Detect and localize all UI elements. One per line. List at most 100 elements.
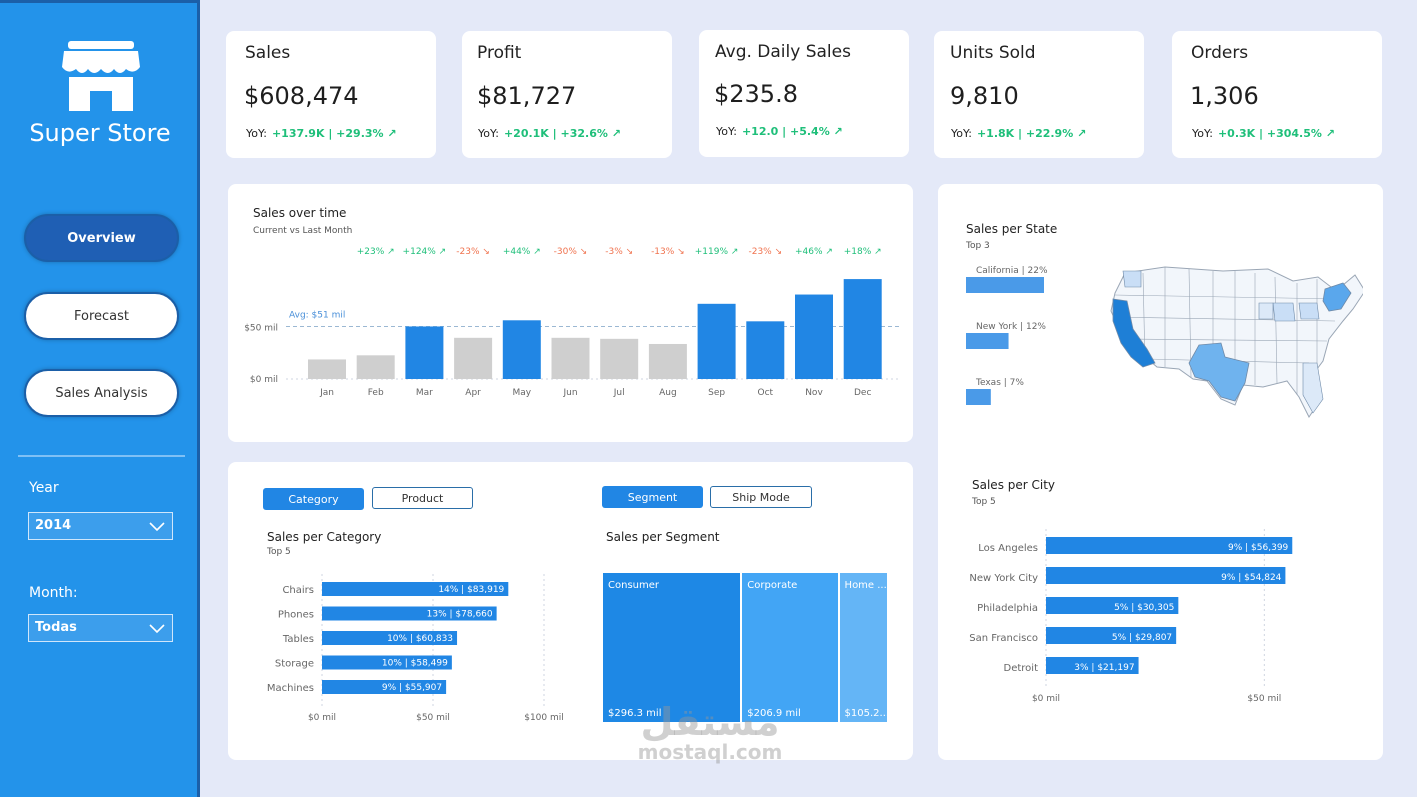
kpi-value: 9,810 (950, 82, 1019, 110)
sidebar: Super Store Overview Forecast Sales Anal… (0, 0, 200, 797)
yoy-label: YoY: (1192, 127, 1213, 140)
bar (322, 655, 452, 670)
watermark: مستقل mostaql.com (620, 700, 800, 790)
change-label: +23% ↗ (357, 247, 395, 257)
bar-value-label: 9% | $56,399 (1228, 543, 1289, 553)
month-filter-label: Month: (29, 585, 78, 601)
sales-per-category-chart: $0 mil $50 mil $100 mil Chairs 14% | $83,919… (267, 574, 564, 723)
category-label: New York City (969, 573, 1038, 584)
category-label: Detroit (1004, 663, 1039, 674)
x-tick-label: $50 mil (416, 713, 450, 723)
change-label: -13% ↘ (651, 247, 685, 257)
kpi-title: Orders (1191, 43, 1249, 63)
sales-per-state-chart: California | 22% New York | 12% Texas | 7% (966, 266, 1048, 405)
category-label: San Francisco (969, 633, 1038, 644)
change-label: -3% ↘ (605, 247, 633, 257)
kpi-yoy: YoY: +1.8K | +22.9% ↗ (951, 127, 1086, 140)
change-label: +44% ↗ (503, 247, 541, 257)
average-label: Avg: $51 mil (289, 310, 345, 320)
kpi-title: Sales (245, 43, 291, 63)
state-bar (966, 333, 1009, 349)
category-label: Tables (282, 634, 314, 645)
bar (648, 343, 687, 379)
x-tick-label: Jun (562, 388, 577, 398)
panel-title: Sales over time (253, 206, 347, 220)
bar (308, 359, 346, 379)
bar (1046, 657, 1139, 674)
bar (322, 680, 447, 694)
x-tick-label: Oct (758, 388, 774, 398)
kpi-card-orders: Orders 1,306 YoY: +0.3K | +304.5% ↗ (1172, 31, 1382, 158)
state-label: New York | 12% (976, 322, 1046, 332)
bar (454, 337, 493, 379)
bar-value-label: 3% | $21,197 (1074, 663, 1134, 673)
bar (405, 326, 444, 379)
chevron-down-icon (149, 522, 165, 532)
yoy-delta: +20.1K | +32.6% ↗ (503, 127, 621, 140)
product-toggle[interactable]: Product (372, 487, 473, 509)
bar (600, 338, 639, 379)
yoy-delta: +1.8K | +22.9% ↗ (976, 127, 1087, 140)
usa-map (1110, 266, 1363, 418)
kpi-title: Profit (477, 43, 522, 63)
bar (502, 320, 541, 379)
x-tick-label: Nov (805, 388, 823, 398)
kpi-value: $235.8 (714, 80, 798, 108)
change-label: -23% ↘ (456, 247, 490, 257)
kpi-card-units-sold: Units Sold 9,810 YoY: +1.8K | +22.9% ↗ (934, 31, 1144, 158)
treemap-cell: Corporate $206.9 mil (742, 573, 838, 722)
nav-forecast-button[interactable]: Forecast (24, 292, 179, 340)
kpi-card-sales: Sales $608,474 YoY: +137.9K | +29.3% ↗ (226, 31, 436, 158)
year-select[interactable]: 2014 (28, 512, 173, 540)
x-tick-label: Sep (708, 388, 725, 398)
sidebar-divider (18, 455, 185, 457)
category-label: Machines (267, 683, 314, 694)
bar-value-label: 5% | $30,305 (1114, 603, 1174, 613)
nav-sales-analysis-button[interactable]: Sales Analysis (24, 369, 179, 417)
bar (322, 631, 458, 645)
treemap-cell-value: $105.2... (844, 708, 887, 719)
kpi-title: Avg. Daily Sales (715, 42, 851, 62)
yoy-label: YoY: (478, 127, 499, 140)
kpi-yoy: YoY: +12.0 | +5.4% ↗ (716, 125, 843, 138)
bar (551, 337, 590, 379)
month-select-value: Todas (35, 620, 77, 635)
y-tick-label: $50 mil (244, 324, 278, 334)
treemap-cell: Home ... $105.2... (839, 573, 887, 722)
yoy-label: YoY: (716, 125, 737, 138)
x-tick-label: Aug (659, 388, 677, 398)
x-tick-label: $100 mil (524, 713, 564, 723)
bar-value-label: 9% | $54,824 (1221, 573, 1282, 583)
category-toggle[interactable]: Category (263, 488, 364, 510)
panel-title: Sales per City (972, 478, 1056, 492)
watermark-latin: mostaql.com (637, 740, 783, 764)
category-label: Chairs (282, 585, 314, 596)
treemap-cell: Consumer $296.3 mil (603, 573, 741, 722)
bar (697, 303, 736, 379)
x-tick-label: $50 mil (1247, 694, 1281, 704)
panel-title: Sales per State (966, 222, 1058, 236)
x-tick-label: Feb (368, 388, 384, 398)
panel-subtitle: Current vs Last Month (253, 226, 353, 236)
x-tick-label: Jan (319, 388, 334, 398)
kpi-value: $608,474 (244, 82, 359, 110)
segment-toggle[interactable]: Segment (602, 486, 703, 508)
panel-subtitle: Top 5 (972, 497, 996, 507)
panel-title: Sales per Segment (606, 530, 720, 544)
change-label: -23% ↘ (748, 247, 782, 257)
bar (746, 321, 785, 379)
change-label: -30% ↘ (554, 247, 588, 257)
change-label: +119% ↗ (695, 247, 739, 257)
treemap-cell-name: Consumer (608, 580, 659, 591)
month-select[interactable]: Todas (28, 614, 173, 642)
nav-overview-button[interactable]: Overview (24, 214, 179, 262)
y-tick-label: $0 mil (250, 375, 278, 385)
x-tick-label: Dec (854, 388, 871, 398)
ship-mode-toggle[interactable]: Ship Mode (710, 486, 812, 508)
bar (322, 606, 497, 621)
bar-value-label: 10% | $58,499 (382, 659, 448, 669)
bar-value-label: 10% | $60,833 (387, 634, 453, 644)
treemap-cell-value: $296.3 mil (608, 708, 662, 719)
bar (843, 279, 882, 379)
watermark-arabic: مستقل (640, 700, 780, 744)
